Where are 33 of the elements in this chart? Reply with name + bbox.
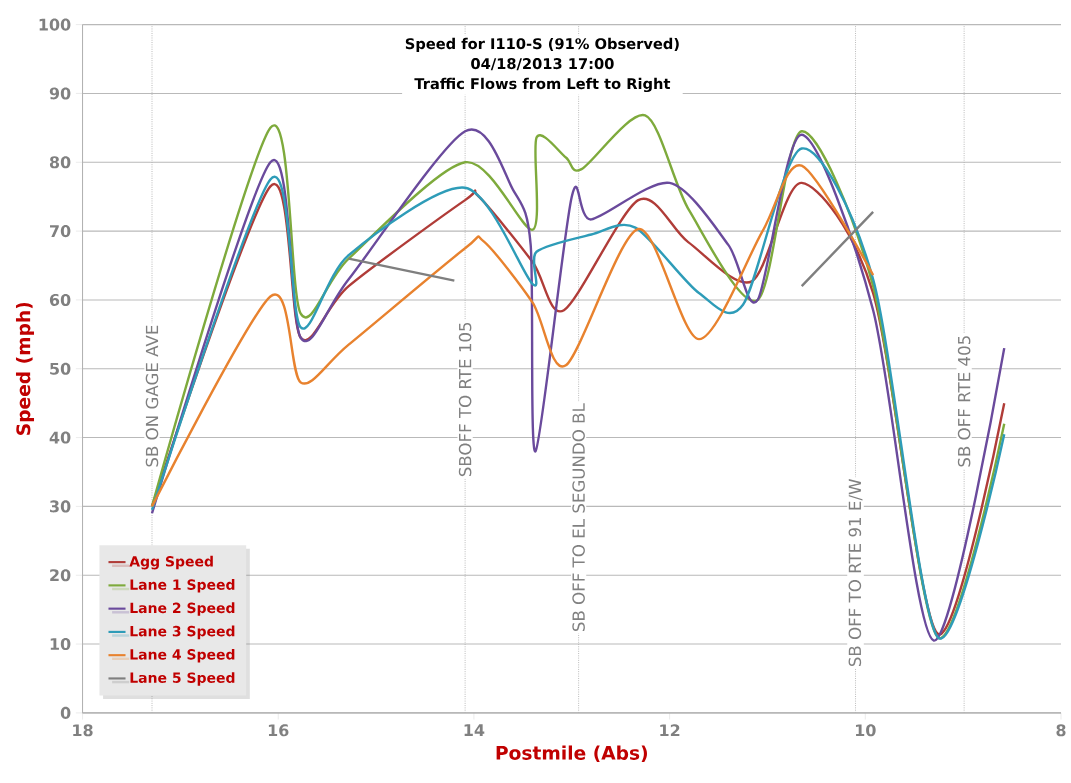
text: 04/18/2013 17:00 [471,58,614,71]
y-tick-label: 60 [49,293,71,307]
y-tick-label: 90 [49,87,71,100]
legend-label: Agg Speed [129,555,213,570]
x-tick-label: 12 [660,724,680,737]
legend-label: Lane 5 Speed [130,672,235,686]
ref-line-label: SB OFF TO EL SEGUNDO BL [572,403,585,632]
x-axis-title: Postmile (Abs) [496,745,647,763]
legend-label: Lane 3 Speed [130,625,235,640]
legend-label: Lane 4 Speed [130,649,235,663]
y-tick-label: 100 [39,18,71,31]
x-tick-label: 14 [464,724,485,736]
y-tick-label: 40 [49,431,71,444]
ref-line-label: SB ON GAGE AVE [145,325,159,467]
y-tick-label: 30 [50,500,71,513]
ref-line-label: SB OFF TO RTE 91 E/W [848,479,863,667]
x-tick-label: 18 [73,724,93,737]
annotation: Traffic Flows from Left to Right [414,77,671,93]
y-tick-label: 80 [49,156,71,169]
y-tick-label: 10 [50,638,71,651]
x-tick-label: 10 [855,724,876,737]
y-axis-title: Speed (mph) [15,303,35,435]
x-tick-label: 16 [268,724,289,737]
legend-label: Lane 1 Speed [130,579,235,593]
y-tick-label: 50 [50,362,71,375]
y-tick-label: 0 [60,706,71,720]
text: Speed for I110-S (91% Observed) [405,37,679,53]
ref-line-label: SB OFF RTE 405 [957,336,971,467]
y-tick-label: 70 [50,225,71,238]
y-tick-label: 20 [50,569,71,582]
ref-line-label: SBOFF TO RTE 105 [458,323,472,477]
x-tick-label: 8 [1056,724,1066,737]
legend-label: Lane 2 Speed [130,602,235,616]
